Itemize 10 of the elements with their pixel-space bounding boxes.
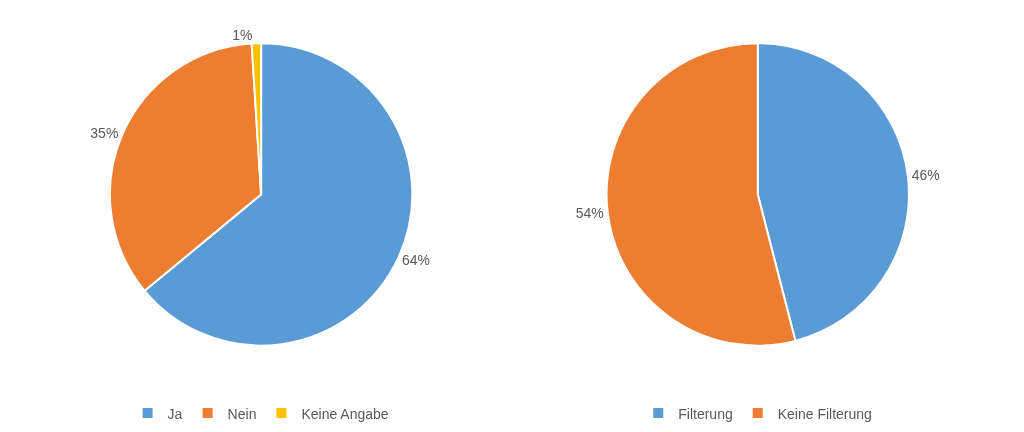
data-label: 64% (401, 252, 430, 269)
legend-label: Keine Filterung (777, 405, 872, 422)
legend-label: Keine Angabe (301, 405, 389, 422)
data-label: 35% (90, 125, 119, 142)
data-label: 46% (911, 167, 940, 184)
legend-label: Filterung (678, 405, 733, 422)
legend-label: Ja (167, 405, 183, 422)
data-label: 1% (232, 27, 253, 44)
data-label: 54% (575, 205, 604, 222)
legend-label: Nein (227, 405, 257, 422)
